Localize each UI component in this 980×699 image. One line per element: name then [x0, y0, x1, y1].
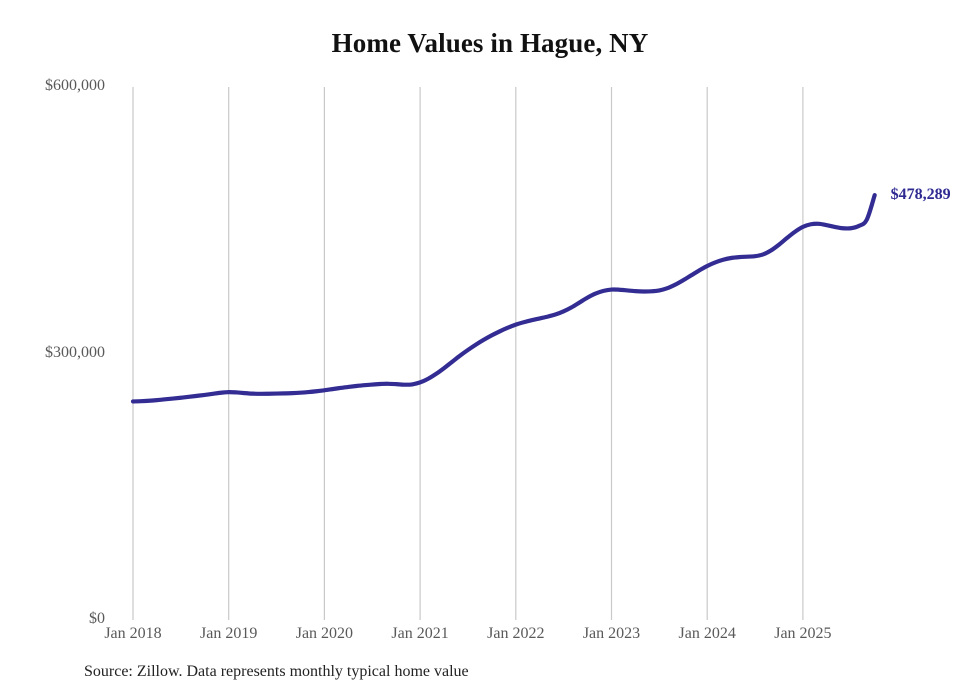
x-axis-tick-jan-2022: Jan 2022 [487, 625, 545, 642]
source-note: Source: Zillow. Data represents monthly … [84, 663, 469, 680]
y-axis-tick-300000: $300,000 [45, 343, 105, 361]
x-axis-tick-jan-2023: Jan 2023 [582, 625, 641, 642]
plot-area: $600,000 $300,000 $0 Jan 2018 Jan 2019 Jan… [45, 77, 951, 642]
chart-plot-svg [130, 87, 877, 620]
gridlines-group [132, 87, 804, 620]
y-axis-tick-0: $0 [89, 610, 105, 627]
x-axis-tick-jan-2018: Jan 2018 [104, 625, 162, 642]
chart-title: Home Values in Hague, NY [331, 28, 649, 58]
x-axis-tick-jan-2019: Jan 2019 [200, 625, 258, 642]
y-axis-tick-600000: $600,000 [45, 77, 105, 94]
x-axis-tick-jan-2024: Jan 2024 [678, 625, 736, 642]
home-value-line-series [130, 193, 877, 404]
x-axis-tick-jan-2020: Jan 2020 [295, 625, 354, 642]
x-axis-tick-jan-2025: Jan 2025 [774, 625, 832, 642]
end-value-annotation: $478,289 [890, 186, 951, 204]
x-axis-tick-jan-2021: Jan 2021 [391, 625, 449, 642]
